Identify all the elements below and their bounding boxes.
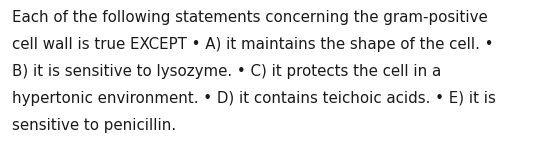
Text: hypertonic environment. • D) it contains teichoic acids. • E) it is: hypertonic environment. • D) it contains… xyxy=(12,91,496,106)
Text: cell wall is true EXCEPT • A) it maintains the shape of the cell. •: cell wall is true EXCEPT • A) it maintai… xyxy=(12,37,494,52)
Text: Each of the following statements concerning the gram-positive: Each of the following statements concern… xyxy=(12,10,488,25)
Text: sensitive to penicillin.: sensitive to penicillin. xyxy=(12,118,176,133)
Text: B) it is sensitive to lysozyme. • C) it protects the cell in a: B) it is sensitive to lysozyme. • C) it … xyxy=(12,64,441,79)
